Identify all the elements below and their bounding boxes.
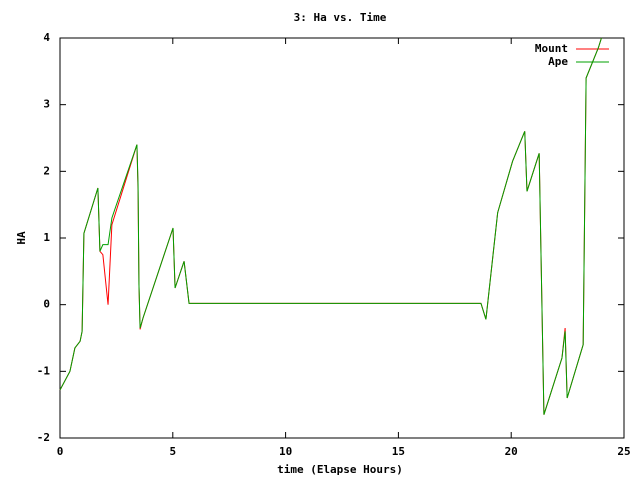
y-tick-label: 3 [43,98,50,111]
x-tick-label: 15 [392,445,405,458]
x-tick-label: 20 [505,445,518,458]
y-tick-label: 0 [43,298,50,311]
x-tick-label: 10 [279,445,292,458]
y-axis-label: HA [15,231,28,245]
y-tick-label: 2 [43,164,50,177]
y-tick-label: 4 [43,31,50,44]
x-tick-label: 25 [617,445,630,458]
legend-label: Mount [535,42,568,55]
x-axis-label: time (Elapse Hours) [277,463,403,476]
series-line [59,37,602,415]
x-tick-label: 0 [57,445,64,458]
chart-title: 3: Ha vs. Time [294,11,387,24]
y-tick-label: -2 [37,431,50,444]
legend-label: Ape [548,55,568,68]
y-tick-label: 1 [43,231,50,244]
y-tick-label: -1 [37,364,51,377]
x-tick-label: 5 [169,445,176,458]
